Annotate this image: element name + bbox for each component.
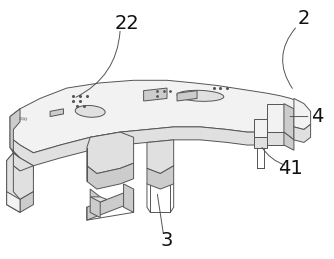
- Polygon shape: [87, 132, 134, 174]
- Polygon shape: [13, 153, 33, 179]
- Polygon shape: [254, 137, 267, 148]
- Polygon shape: [87, 163, 134, 189]
- Polygon shape: [177, 91, 197, 101]
- Text: 3: 3: [161, 231, 173, 250]
- Ellipse shape: [75, 105, 105, 117]
- Polygon shape: [254, 119, 267, 137]
- Ellipse shape: [177, 90, 224, 101]
- Polygon shape: [267, 132, 284, 145]
- Polygon shape: [267, 104, 284, 132]
- Text: ooo: ooo: [19, 116, 28, 122]
- Polygon shape: [147, 166, 174, 189]
- Polygon shape: [7, 192, 20, 212]
- Polygon shape: [284, 132, 294, 150]
- Polygon shape: [87, 189, 134, 220]
- Polygon shape: [10, 109, 20, 158]
- Polygon shape: [284, 104, 294, 140]
- Polygon shape: [147, 140, 174, 174]
- Text: 22: 22: [115, 14, 139, 33]
- Polygon shape: [50, 109, 63, 117]
- Text: 4: 4: [311, 107, 324, 126]
- Text: 2: 2: [298, 9, 310, 28]
- Polygon shape: [7, 192, 33, 212]
- Polygon shape: [7, 153, 20, 212]
- Polygon shape: [90, 189, 100, 218]
- Polygon shape: [124, 184, 134, 212]
- Text: 41: 41: [278, 159, 303, 178]
- Polygon shape: [10, 80, 304, 153]
- Polygon shape: [294, 98, 311, 130]
- Polygon shape: [144, 88, 167, 101]
- Polygon shape: [90, 197, 107, 202]
- Polygon shape: [10, 122, 301, 166]
- Polygon shape: [7, 153, 33, 199]
- Polygon shape: [294, 124, 311, 142]
